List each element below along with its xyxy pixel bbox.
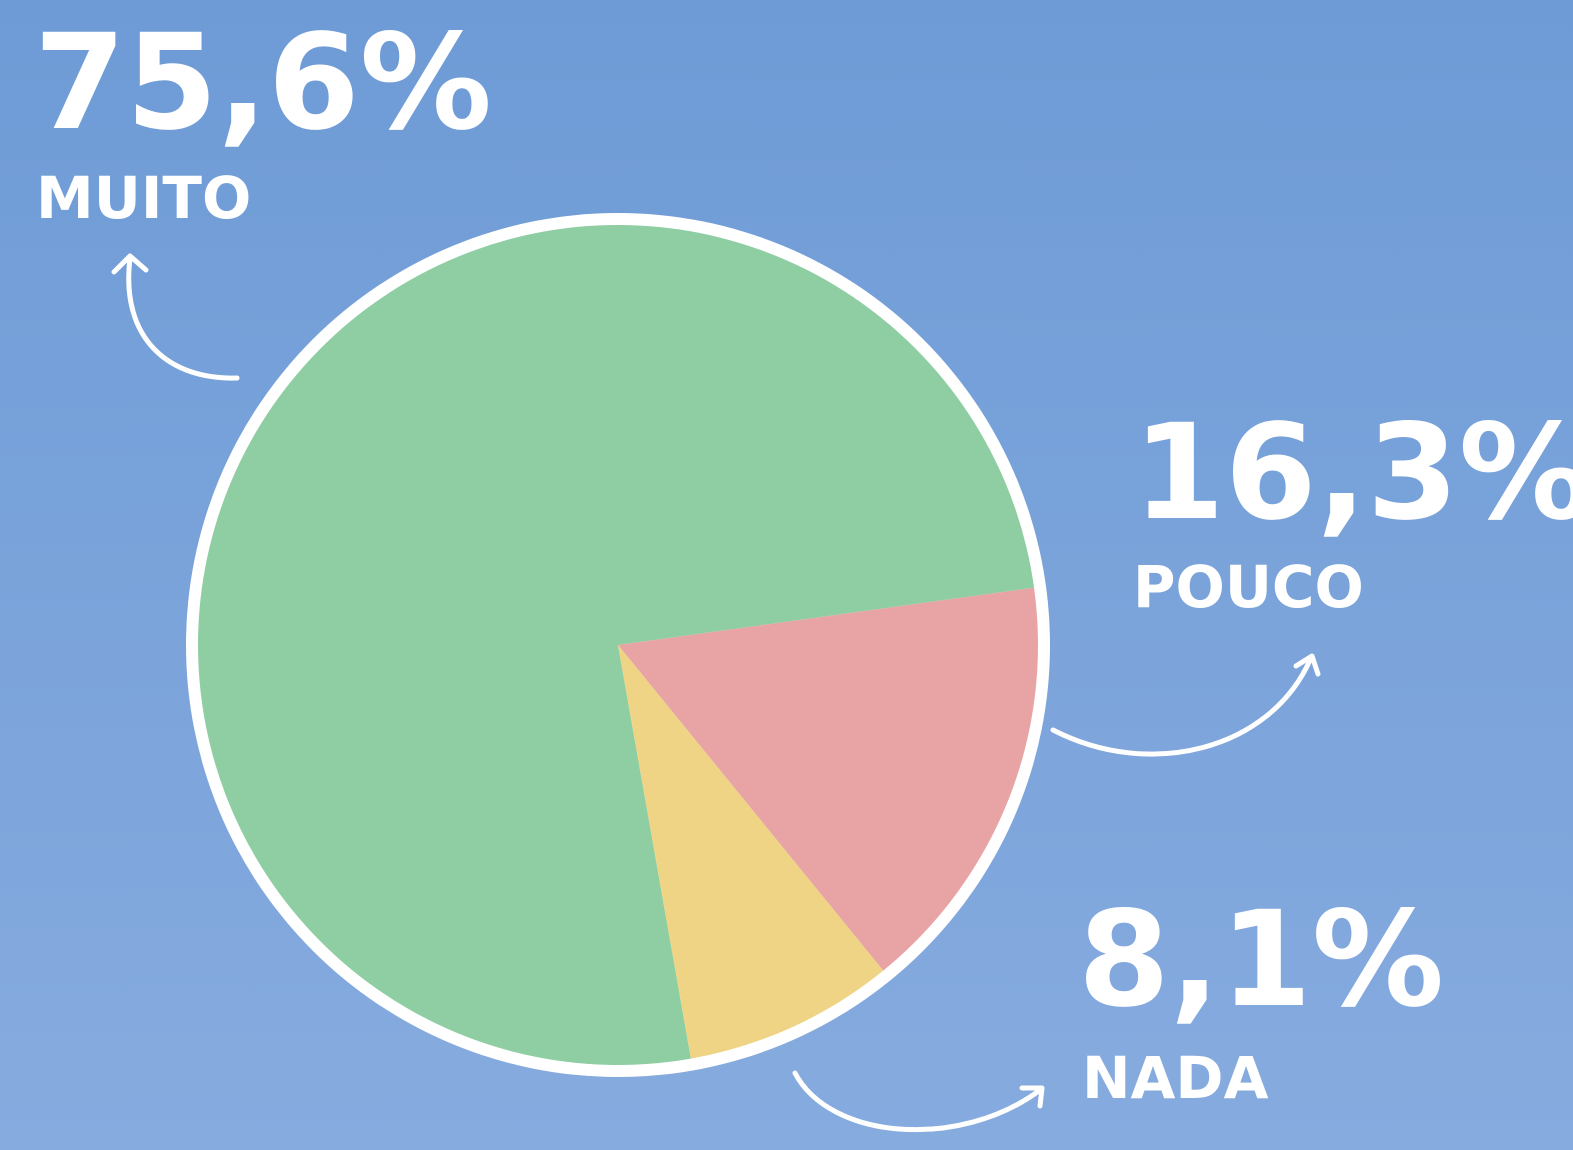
value-label: 8,1% [1078,883,1444,1037]
pie-slice [618,645,884,1059]
value-label: 16,3% [1133,396,1573,550]
arrow-head [1293,653,1321,677]
arrow-head [1019,1085,1045,1109]
arrow [792,1070,1043,1133]
category-label: POUCO [1133,553,1364,621]
pie-slice [618,587,1038,971]
arrow-head [111,253,149,275]
pie [198,225,1038,1065]
value-label: 75,6% [34,6,492,160]
arrow [1050,657,1313,757]
pie-slice [198,225,1035,1065]
category-label: MUITO [36,164,251,232]
arrow [126,255,240,381]
category-label: NADA [1082,1044,1269,1112]
